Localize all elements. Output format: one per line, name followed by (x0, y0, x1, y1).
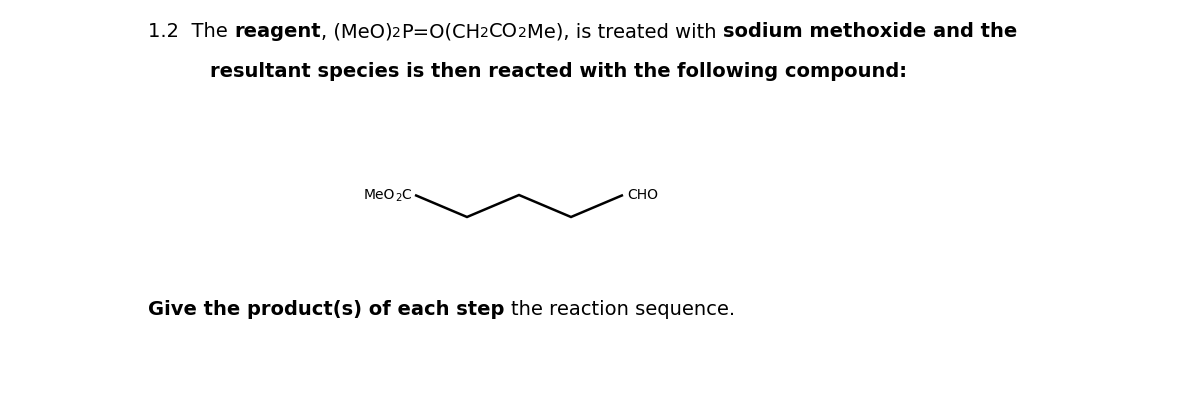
Text: following compound:: following compound: (677, 62, 907, 81)
Text: 2: 2 (392, 26, 401, 40)
Text: 1.2  The: 1.2 The (148, 22, 234, 41)
Text: Me), is treated with: Me), is treated with (527, 22, 722, 41)
Text: CO: CO (490, 22, 518, 41)
Text: 2: 2 (395, 193, 401, 203)
Text: the reaction sequence.: the reaction sequence. (511, 300, 736, 319)
Text: resultant species is then reacted with the: resultant species is then reacted with t… (210, 62, 677, 81)
Text: 2: 2 (480, 26, 490, 40)
Text: C: C (401, 188, 410, 202)
Text: CHO: CHO (628, 188, 658, 202)
Text: reagent: reagent (234, 22, 320, 41)
Text: sodium methoxide and the: sodium methoxide and the (722, 22, 1018, 41)
Text: , (MeO): , (MeO) (320, 22, 392, 41)
Text: MeO: MeO (364, 188, 395, 202)
Text: Give the product(s) of each step: Give the product(s) of each step (148, 300, 511, 319)
Text: 2: 2 (518, 26, 527, 40)
Text: P=O(CH: P=O(CH (401, 22, 480, 41)
